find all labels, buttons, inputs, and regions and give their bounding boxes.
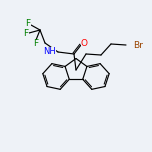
Text: O: O: [81, 40, 88, 48]
Text: NH: NH: [43, 47, 56, 56]
Text: F: F: [23, 29, 29, 38]
Text: F: F: [33, 40, 39, 48]
Text: Br: Br: [133, 40, 143, 50]
Text: F: F: [25, 19, 31, 29]
